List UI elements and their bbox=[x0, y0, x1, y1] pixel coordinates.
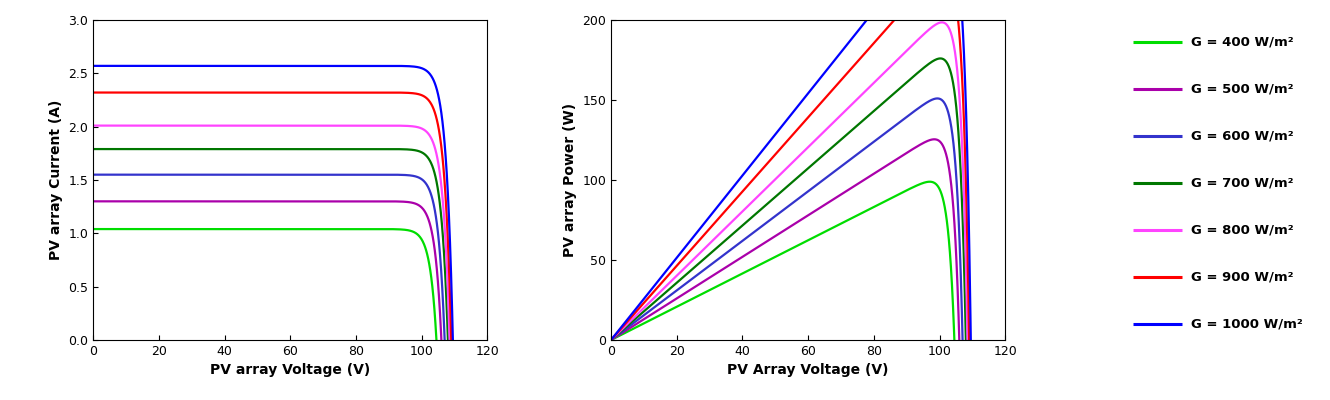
X-axis label: PV array Voltage (V): PV array Voltage (V) bbox=[210, 364, 370, 378]
Text: G = 1000 W/m²: G = 1000 W/m² bbox=[1190, 318, 1302, 330]
X-axis label: PV Array Voltage (V): PV Array Voltage (V) bbox=[728, 364, 888, 378]
Text: G = 800 W/m²: G = 800 W/m² bbox=[1190, 224, 1294, 237]
Text: G = 400 W/m²: G = 400 W/m² bbox=[1190, 36, 1294, 49]
Y-axis label: PV array Power (W): PV array Power (W) bbox=[563, 103, 577, 257]
Text: G = 500 W/m²: G = 500 W/m² bbox=[1190, 83, 1293, 96]
Text: G = 900 W/m²: G = 900 W/m² bbox=[1190, 270, 1293, 284]
Text: G = 600 W/m²: G = 600 W/m² bbox=[1190, 130, 1294, 143]
Text: G = 700 W/m²: G = 700 W/m² bbox=[1190, 177, 1293, 190]
Y-axis label: PV array Current (A): PV array Current (A) bbox=[49, 100, 63, 260]
